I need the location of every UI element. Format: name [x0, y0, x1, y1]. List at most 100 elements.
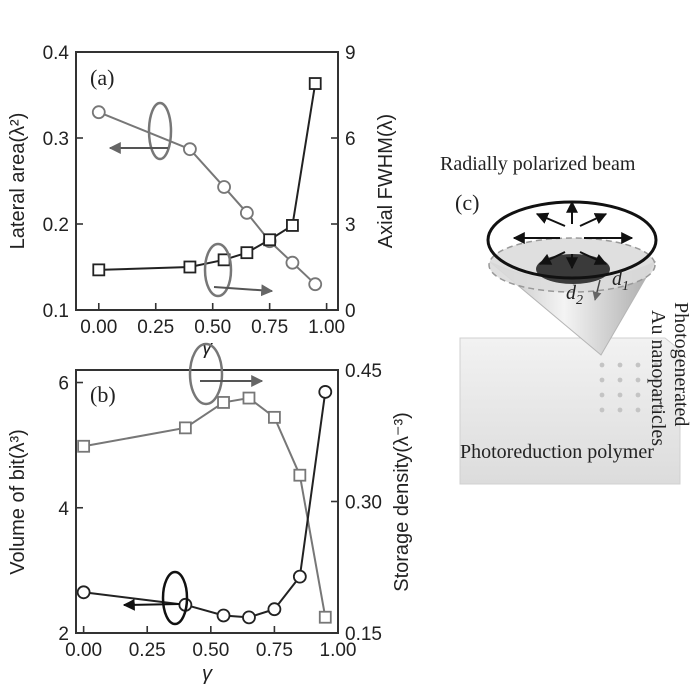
data-point-circle	[267, 602, 282, 617]
y-tick-label-right: 3	[345, 215, 356, 236]
data-point-square	[240, 246, 254, 260]
schematic-panel-c: Radially polarized beam (c) d1 d2 Photog…	[440, 153, 692, 485]
d2-label: d2	[566, 282, 583, 308]
plot-frame-b	[75, 369, 339, 634]
data-point-circle	[318, 385, 333, 399]
data-point-square	[268, 410, 281, 424]
data-point-square	[286, 219, 299, 232]
y-tick-label-left: 2	[58, 624, 69, 645]
data-point-circle	[239, 205, 254, 220]
nanoparticle-dot	[635, 377, 641, 383]
series-line-circle	[83, 391, 327, 619]
data-point-circle	[242, 610, 256, 625]
d1-label: d1	[612, 268, 629, 294]
polarization-arrow	[579, 213, 608, 227]
nanoparticle-dot	[599, 362, 605, 368]
polarization-arrow	[538, 251, 566, 265]
y-axis-title-left-a: Lateral area(λ²)	[7, 113, 29, 250]
nanoparticle-dot	[653, 407, 659, 413]
nanoparticle-dot	[617, 392, 623, 398]
data-point-circle	[285, 255, 300, 270]
y-tick-label-left: 0.4	[43, 43, 70, 64]
y-axis-title-left-b: Volume of bit(λ³)	[7, 429, 29, 575]
y-tick-label-right: 0.30	[345, 493, 382, 514]
d2-arrow	[592, 279, 602, 301]
nanoparticle-dot	[617, 407, 623, 413]
nanoparticle-dot	[635, 392, 641, 398]
data-point-square	[92, 263, 106, 277]
x-tick-label: 0.00	[80, 317, 117, 338]
series-line-square	[83, 396, 327, 618]
data-point-circle	[183, 142, 197, 157]
nanoparticle-dot	[617, 377, 623, 383]
x-axis-title-b: γ	[202, 663, 213, 685]
data-point-circle	[292, 569, 307, 584]
data-point-square	[178, 421, 192, 435]
y-axis-title-right-b: Storage density(λ⁻³)	[391, 412, 413, 592]
data-point-circle	[216, 608, 231, 623]
nanoparticle-dot	[599, 392, 605, 398]
x-tick-label: 0.50	[194, 317, 231, 338]
nanoparticle-array	[599, 362, 659, 413]
chart-panel-b: (b) 0.00 0.25 0.50 0.75 1.00 2 4 6 0.15 0.30 0.4…	[7, 342, 413, 685]
series-line-square	[98, 83, 317, 271]
x-tick-label: 0.50	[192, 640, 229, 661]
panel-label-b: (b)	[90, 382, 116, 407]
nanoparticle-dot	[599, 407, 605, 413]
y-tick-label-left: 0.1	[43, 301, 69, 322]
y-axis-title-right-a: Axial FWHM(λ)	[375, 114, 397, 248]
data-point-square	[318, 610, 332, 624]
series-annotation-ellipse	[147, 101, 173, 161]
y-tick-label-left: 0.3	[43, 129, 69, 150]
x-tick-label: 0.75	[256, 640, 293, 661]
x-axis-title-a: γ	[202, 337, 213, 359]
x-tick-label: 0.25	[129, 640, 166, 661]
nanoparticle-dot	[653, 392, 659, 398]
plot-frame-a	[75, 51, 339, 311]
data-point-circle	[76, 585, 91, 600]
chart-panel-a: (a) 0.00 0.25 0.50 0.75 1.00 0.1 0.2 0.3 0.4 0 3…	[7, 43, 397, 359]
data-point-square	[217, 396, 230, 409]
polymer-label: Photoreduction polymer	[460, 441, 654, 463]
nanoparticle-dot	[653, 362, 659, 368]
series-annotation-ellipse	[203, 242, 233, 298]
x-tick-label: 0.00	[65, 640, 102, 661]
data-point-circle	[217, 180, 231, 194]
y-tick-label-right: 0	[345, 301, 356, 322]
x-tick-label: 1.00	[320, 640, 357, 661]
nanoparticle-dot	[617, 362, 623, 368]
x-tick-label: 1.00	[308, 317, 345, 338]
nanoparticle-dot	[635, 407, 641, 413]
data-point-square	[308, 77, 322, 90]
series-annotation-ellipse	[161, 570, 189, 626]
panel-label-a: (a)	[90, 65, 114, 90]
polarization-arrows	[512, 200, 634, 270]
y-tick-label-right: 6	[345, 129, 356, 150]
polarization-arrow	[579, 251, 608, 265]
data-point-square	[263, 233, 277, 247]
polarization-arrow	[535, 212, 566, 227]
nanoparticle-dot	[653, 377, 659, 383]
polymer-slab	[459, 337, 681, 485]
y-tick-label-left: 6	[58, 374, 69, 395]
nanoparticle-label-line2: Au nanoparticles	[647, 310, 669, 446]
y-tick-label-right: 9	[345, 43, 356, 64]
data-point-square	[183, 260, 197, 274]
y-tick-label-left: 0.2	[43, 215, 69, 236]
y-tick-label-right: 0.15	[345, 624, 382, 645]
y-tick-label-right: 0.45	[345, 361, 382, 382]
y-tick-label-left: 4	[58, 499, 69, 520]
beam-label: Radially polarized beam	[440, 153, 636, 175]
data-point-circle	[91, 105, 106, 120]
left-axis-arrow	[122, 598, 181, 611]
x-tick-label: 0.25	[137, 317, 174, 338]
series-annotation-ellipse	[188, 342, 224, 406]
data-point-square	[77, 439, 91, 453]
nanoparticle-dot	[635, 362, 641, 368]
right-axis-arrow	[213, 284, 274, 297]
data-point-circle	[308, 277, 323, 292]
nanoparticle-label-line1: Photogenerated	[670, 302, 692, 426]
panel-label-c: (c)	[455, 190, 479, 215]
data-point-square	[242, 391, 256, 405]
